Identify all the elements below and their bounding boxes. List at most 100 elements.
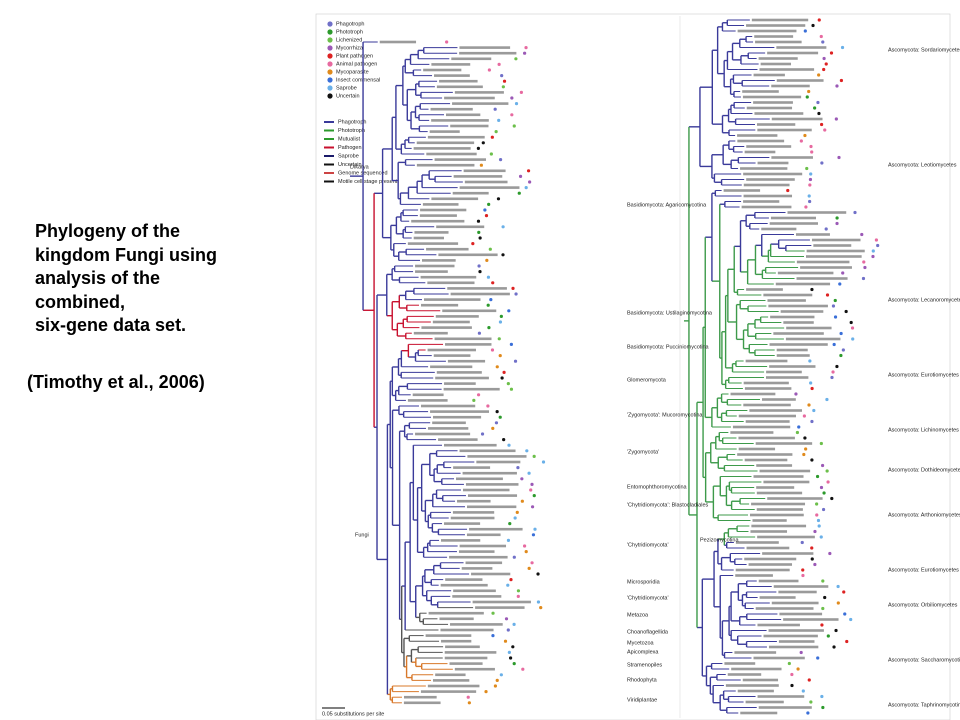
taxon-label [471, 572, 511, 576]
trait-marker [841, 271, 845, 275]
trait-marker [495, 410, 499, 414]
clade-label: Glomeromycota [627, 377, 667, 383]
taxon-label [423, 68, 462, 72]
trait-marker [822, 56, 826, 61]
trait-marker [819, 441, 823, 446]
taxon-label [415, 264, 455, 268]
taxon-label [806, 249, 865, 253]
trait-marker [844, 309, 848, 314]
legend-symbol [327, 53, 333, 59]
trait-marker [479, 163, 483, 167]
legend-label: Uncertain [336, 93, 360, 99]
trait-marker [821, 606, 825, 611]
clade-label: Viridiplantae [627, 697, 657, 703]
trait-marker [820, 161, 824, 165]
taxon-label [422, 259, 456, 262]
trait-marker [810, 557, 814, 561]
clade-label: Ascomycota: Dothideomycetes [888, 467, 960, 473]
taxon-label [435, 315, 479, 318]
trait-marker [467, 701, 471, 705]
taxon-label [441, 639, 472, 643]
taxon-label [811, 238, 861, 242]
clade-label: Basidiomycota: Agaricomycotina [627, 202, 707, 208]
trait-marker [498, 415, 502, 419]
trait-marker [803, 133, 807, 138]
trait-marker [497, 337, 501, 341]
trait-marker [810, 287, 814, 292]
trait-marker [530, 482, 534, 486]
legend-label: Insect commensal [336, 77, 380, 83]
taxon-label [745, 700, 784, 704]
legend-label: Phagotroph [336, 21, 364, 27]
trait-marker [466, 695, 470, 699]
trait-marker [825, 293, 830, 297]
trait-marker [800, 540, 804, 545]
trait-marker [486, 275, 491, 279]
trait-marker [525, 449, 529, 453]
scale-label: 0.05 substitutions per site [322, 711, 384, 717]
clade-label: Metazoa [627, 612, 649, 618]
taxon-label [758, 57, 798, 60]
taxon-label [436, 371, 482, 374]
trait-marker [832, 342, 836, 347]
taxon-label [737, 134, 778, 137]
taxon-label [730, 392, 776, 396]
trait-marker [820, 694, 824, 699]
taxon-label [725, 684, 779, 687]
taxon-label [768, 645, 819, 649]
trait-marker [787, 661, 791, 666]
trait-marker [820, 122, 824, 127]
trait-marker [516, 594, 520, 599]
taxon-label [761, 227, 797, 231]
taxon-label [444, 522, 481, 525]
trait-marker [835, 84, 839, 88]
legend-label: Saprobe [338, 153, 359, 159]
trait-marker [807, 403, 811, 407]
trait-marker [831, 370, 835, 374]
taxon-label [411, 219, 465, 223]
taxon-label [467, 505, 517, 509]
taxon-label [743, 172, 803, 176]
taxon-label [777, 271, 834, 275]
trait-marker [838, 282, 842, 286]
trait-marker [500, 376, 504, 380]
taxon-label [447, 287, 507, 290]
trait-marker [495, 678, 499, 683]
trait-marker [839, 353, 843, 358]
taxon-label [787, 211, 847, 214]
caption-line: analysis of the [35, 268, 161, 288]
taxon-label [430, 107, 473, 111]
trait-marker [532, 494, 536, 498]
taxon-label [431, 63, 471, 66]
trait-marker [526, 169, 531, 173]
trait-marker [491, 281, 495, 285]
trait-marker [825, 469, 829, 473]
trait-marker [530, 505, 535, 509]
trait-marker [810, 386, 814, 391]
legend-label: Phototroph [338, 128, 365, 134]
trait-marker [532, 454, 536, 458]
trait-marker [845, 639, 849, 644]
clade-label: 'Chytridiomycota' [627, 542, 669, 548]
trait-marker [484, 690, 488, 694]
trait-marker [807, 89, 811, 94]
taxon-label [727, 673, 762, 676]
trait-marker [501, 225, 505, 229]
taxon-label [763, 634, 818, 638]
trait-marker [850, 326, 855, 330]
trait-marker [815, 513, 819, 517]
taxon-label [403, 701, 441, 705]
trait-marker [799, 139, 803, 143]
trait-marker [807, 194, 811, 198]
trait-marker [809, 144, 813, 149]
trait-marker [823, 128, 827, 132]
legend-label: Mycoparasite [336, 69, 369, 75]
taxon-label [757, 623, 800, 627]
clade-label: Ascomycota: Lichinomycetes [888, 427, 959, 433]
taxon-label [753, 656, 805, 660]
trait-marker [830, 496, 834, 501]
trait-marker [478, 270, 482, 274]
trait-marker [497, 62, 501, 66]
